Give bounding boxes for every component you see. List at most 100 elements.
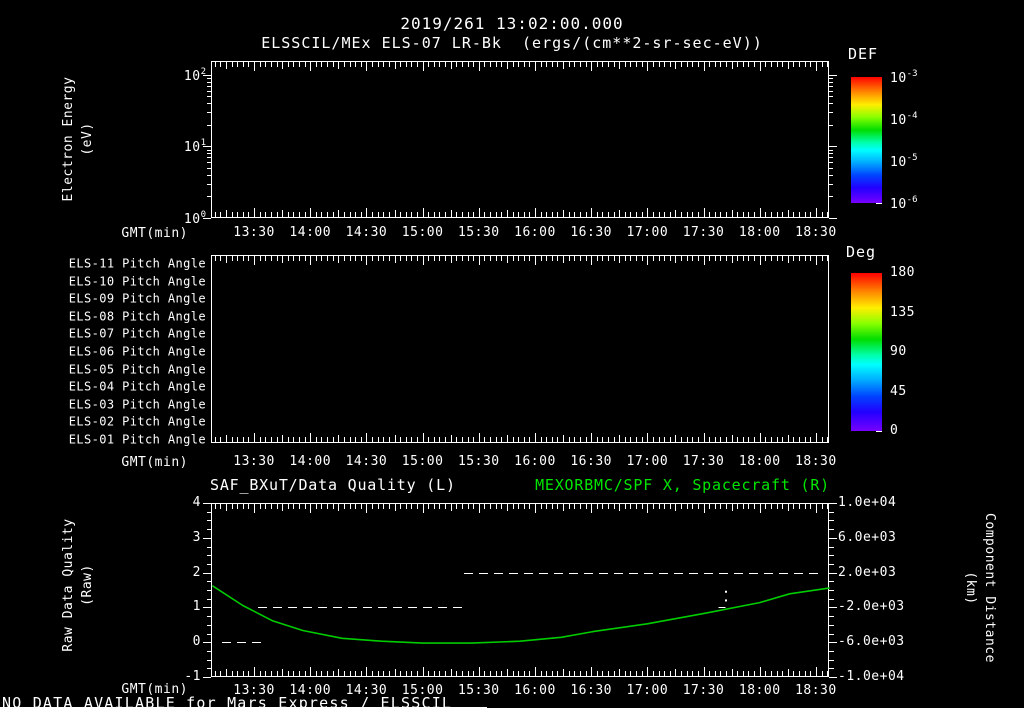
stray-data-mark [725, 590, 727, 593]
time-tick-label: 17:30 [682, 454, 725, 469]
time-tick-label: 18:30 [795, 683, 837, 698]
energy-tick-label: 100 [184, 209, 206, 227]
plot-subtitle: ELSSCIL/MEx ELS-07 LR-Bk (ergs/(cm**2-sr… [261, 34, 763, 52]
distance-axis-label-line2: (km) [963, 571, 978, 605]
time-tick-label: 17:00 [626, 683, 669, 698]
time-tick-label: 16:00 [514, 225, 556, 240]
gmt-label-top: GMT(min) [121, 226, 188, 241]
time-tick-label: 16:30 [570, 454, 612, 469]
distance-tick-label: -2.0e+03 [838, 599, 905, 615]
time-tick-label: 16:00 [514, 454, 556, 469]
quality-tick-label: 0 [192, 634, 201, 650]
power-exponent: 2 [200, 66, 206, 77]
time-tick-label: 14:30 [345, 454, 388, 469]
def-colorbar-title: DEF [848, 45, 879, 63]
power-base: 10 [183, 212, 201, 228]
power-exponent: -4 [906, 110, 918, 121]
pitch-row-label: ELS-07 Pitch Angle [68, 326, 206, 341]
spacecraft-series-title: MEXORBMC/SPF X, Spacecraft (R) [535, 476, 830, 494]
def-colorbar-tick-label: 10-4 [890, 110, 918, 128]
quality-tick-label: 3 [192, 529, 201, 545]
deg-colorbar-tick-label: 0 [890, 423, 899, 438]
def-colorbar-tick-label: 10-6 [890, 194, 918, 212]
energy-tick-label: 101 [184, 137, 206, 155]
time-tick-label: 16:30 [570, 683, 612, 698]
pitch-row-label: ELS-04 Pitch Angle [68, 379, 206, 394]
page-title: 2019/261 13:02:00.000 [400, 14, 624, 33]
time-tick-label: 18:00 [738, 454, 781, 469]
time-tick-label: 16:30 [570, 225, 612, 240]
distance-tick-label: 6.0e+03 [838, 529, 897, 545]
panel-border-2 [211, 255, 829, 443]
time-tick-label: 17:30 [682, 225, 725, 240]
power-exponent: -3 [906, 68, 918, 79]
pitch-row-label: ELS-06 Pitch Angle [68, 344, 206, 359]
pitch-row-label: ELS-05 Pitch Angle [68, 362, 206, 377]
deg-colorbar-title: Deg [846, 243, 877, 261]
time-tick-label: 18:30 [795, 225, 837, 240]
time-tick-label: 14:00 [289, 683, 332, 698]
time-tick-label: 18:30 [795, 454, 837, 469]
def-colorbar-tick-label: 10-3 [890, 68, 918, 86]
pitch-row-label: ELS-03 Pitch Angle [68, 397, 206, 412]
pitch-row-label: ELS-08 Pitch Angle [68, 309, 206, 324]
time-tick-label: 14:00 [289, 225, 332, 240]
distance-tick-label: 1.0e+04 [838, 495, 897, 510]
quality-tick-label: 2 [192, 564, 201, 580]
time-tick-label: 13:30 [233, 454, 275, 469]
power-base: 10 [890, 113, 907, 129]
quality-axis-label-line1: Raw Data Quality [61, 518, 76, 652]
energy-tick-label: 102 [184, 65, 206, 83]
energy-axis-label: Electron Energy (eV) [59, 77, 97, 202]
stray-data-mark [725, 599, 727, 602]
deg-colorbar-tick-label: 45 [890, 383, 907, 399]
def-colorbar [851, 77, 882, 203]
spacecraft-x-curve [212, 585, 830, 644]
power-base: 10 [890, 71, 907, 87]
quality-tick-label: 4 [192, 495, 201, 510]
deg-colorbar [851, 273, 882, 431]
time-tick-label: 15:30 [457, 454, 500, 469]
def-colorbar-tick-label: 10-5 [890, 152, 918, 170]
pitch-row-label: ELS-11 Pitch Angle [68, 256, 206, 271]
time-tick-label: 17:00 [626, 225, 669, 240]
distance-tick-label: -1.0e+04 [838, 669, 905, 684]
power-base: 10 [890, 155, 907, 171]
status-message: NO DATA AVAILABLE for Mars Express / ELS… [2, 694, 453, 708]
gmt-label-middle: GMT(min) [121, 455, 188, 470]
quality-axis-label-line2: (Raw) [80, 564, 95, 606]
power-base: 10 [183, 68, 201, 84]
panel-border-1 [211, 61, 829, 218]
energy-axis-label-line1: Electron Energy [61, 76, 76, 202]
pitch-row-label: ELS-01 Pitch Angle [68, 432, 206, 447]
gmt-label-bottom: GMT(min) [121, 682, 188, 697]
quality-axis-label: Raw Data Quality (Raw) [59, 518, 97, 651]
time-tick-label: 18:00 [738, 225, 781, 240]
quality-series-title: SAF_BXuT/Data Quality (L) [210, 476, 456, 494]
deg-colorbar-tick-label: 135 [890, 304, 915, 320]
time-tick-label: 15:00 [401, 454, 444, 469]
distance-tick-label: 2.0e+03 [838, 564, 897, 580]
time-tick-label: 14:00 [289, 454, 332, 469]
time-tick-label: 15:00 [401, 683, 444, 698]
time-tick-label: 16:00 [514, 683, 556, 698]
quality-tick-label: 1 [192, 599, 201, 615]
time-tick-label: 17:00 [626, 454, 669, 469]
deg-colorbar-tick-label: 90 [890, 344, 907, 359]
time-tick-label: 14:30 [345, 683, 388, 698]
pitch-row-label: ELS-02 Pitch Angle [68, 414, 206, 429]
time-tick-label: 15:30 [457, 683, 500, 698]
distance-axis-label-line1: Component Distance [982, 513, 997, 663]
time-tick-label: 14:30 [345, 225, 388, 240]
panel-border-3 [211, 503, 829, 677]
pitch-row-label: ELS-10 Pitch Angle [68, 274, 206, 289]
power-base: 10 [183, 140, 201, 156]
time-tick-label: 13:30 [233, 683, 275, 698]
power-exponent: -5 [906, 152, 918, 163]
deg-colorbar-tick-label: 180 [890, 265, 915, 280]
power-exponent: 0 [200, 209, 206, 220]
time-tick-label: 18:00 [738, 683, 781, 698]
